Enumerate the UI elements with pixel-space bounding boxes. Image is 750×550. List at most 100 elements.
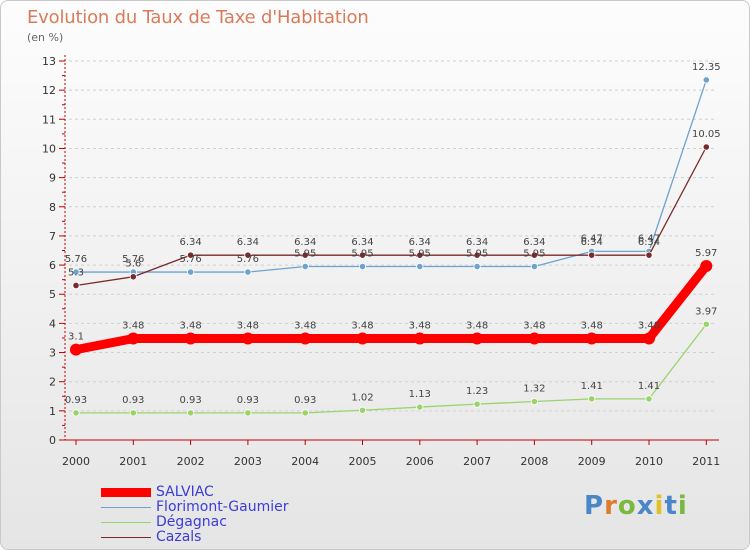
data-label: 6.47 xyxy=(581,233,603,244)
legend-swatch xyxy=(101,537,151,538)
data-point xyxy=(244,409,252,417)
series-line-florimont-gaumier xyxy=(75,79,707,273)
data-point xyxy=(301,262,309,271)
data-label: 1.41 xyxy=(638,381,660,392)
logo-letter: x xyxy=(636,491,655,521)
data-point xyxy=(299,332,312,345)
data-label: 0.93 xyxy=(237,395,259,406)
data-point xyxy=(127,332,140,345)
data-point xyxy=(700,259,713,272)
data-point xyxy=(301,409,309,417)
data-point xyxy=(72,281,80,290)
data-point xyxy=(645,395,653,403)
data-label: 3.48 xyxy=(351,321,373,332)
data-label: 1.32 xyxy=(523,384,545,395)
data-label: 10.05 xyxy=(692,129,721,140)
data-point xyxy=(187,268,195,276)
data-label: 5.6 xyxy=(125,259,141,270)
data-label: 3.48 xyxy=(466,321,488,332)
data-label: 6.34 xyxy=(466,237,488,248)
chart-subtitle: (en %) xyxy=(27,31,64,44)
data-label: 5.95 xyxy=(409,249,431,260)
x-tick-label: 2003 xyxy=(234,455,262,468)
x-tick-label: 2010 xyxy=(635,455,663,468)
data-label: 0.93 xyxy=(122,395,144,406)
data-label: 6.34 xyxy=(409,237,431,248)
data-point xyxy=(528,332,541,345)
series-line-salviac xyxy=(71,261,711,355)
y-tick-label: 5 xyxy=(49,288,56,301)
data-label: 3.48 xyxy=(122,321,144,332)
data-label: 1.13 xyxy=(409,389,431,400)
data-label: 6.34 xyxy=(523,237,545,248)
data-point xyxy=(301,251,309,259)
legend-label: Dégagnac xyxy=(156,514,227,530)
data-label: 6.34 xyxy=(179,237,201,248)
y-tick-label: 4 xyxy=(49,317,56,330)
data-label: 6.34 xyxy=(351,237,373,248)
data-point xyxy=(702,143,710,151)
data-point xyxy=(530,251,539,259)
data-point xyxy=(187,409,195,417)
data-label: 5.76 xyxy=(237,254,259,265)
data-label: 5.3 xyxy=(68,267,84,278)
data-point xyxy=(585,332,598,345)
data-point xyxy=(358,251,367,259)
data-point xyxy=(129,409,137,417)
data-point xyxy=(413,332,426,345)
data-label: 6.34 xyxy=(638,237,660,248)
y-tick-label: 8 xyxy=(49,201,56,214)
legend-label: Florimont-Gaumier xyxy=(156,499,289,515)
legend-swatch xyxy=(101,488,151,497)
y-tick-label: 6 xyxy=(49,259,56,272)
y-tick-label: 10 xyxy=(42,142,56,155)
data-label: 5.95 xyxy=(351,249,373,260)
y-tick-label: 11 xyxy=(42,113,56,126)
data-label: 3.48 xyxy=(581,321,603,332)
logo-letter: P xyxy=(584,491,605,521)
data-point xyxy=(588,251,596,259)
data-label: 12.35 xyxy=(692,62,721,73)
data-point xyxy=(702,320,710,328)
data-point xyxy=(643,332,655,345)
data-point xyxy=(416,251,424,259)
x-tick-label: 2008 xyxy=(520,455,548,468)
data-point xyxy=(184,332,197,345)
x-tick-label: 2007 xyxy=(463,455,491,468)
series-line-cazals xyxy=(75,146,707,287)
data-point xyxy=(471,332,484,345)
data-point xyxy=(241,332,254,345)
logo-letter: i xyxy=(654,491,665,521)
x-tick-label: 2004 xyxy=(291,455,319,468)
data-label: 6.34 xyxy=(581,237,603,248)
data-point xyxy=(72,409,80,417)
data-point xyxy=(187,251,195,259)
legend-label: SALVIAC xyxy=(156,484,214,500)
data-point xyxy=(530,397,539,406)
y-tick-label: 13 xyxy=(42,55,56,68)
data-label: 0.93 xyxy=(294,395,316,406)
data-label: 3.48 xyxy=(179,321,201,332)
data-point xyxy=(129,273,137,281)
data-point xyxy=(416,403,424,411)
data-label: 3.1 xyxy=(68,332,84,343)
x-tick-label: 2005 xyxy=(349,455,377,468)
data-point xyxy=(473,262,481,271)
x-tick-label: 2009 xyxy=(578,455,606,468)
series-line-d-gagnac xyxy=(75,323,707,414)
data-point xyxy=(588,395,596,403)
data-label: 1.02 xyxy=(351,392,373,403)
data-label: 5.95 xyxy=(294,249,316,260)
data-point xyxy=(72,268,80,276)
data-point xyxy=(358,262,367,271)
data-label: 3.97 xyxy=(695,306,717,317)
legend-label: Cazals xyxy=(156,529,202,545)
data-point xyxy=(702,76,710,84)
legend-swatch xyxy=(101,522,151,523)
data-label: 6.34 xyxy=(294,237,316,248)
data-point xyxy=(416,262,424,271)
data-label: 3.48 xyxy=(294,321,316,332)
y-tick-label: 3 xyxy=(49,347,56,360)
data-point xyxy=(244,251,252,259)
